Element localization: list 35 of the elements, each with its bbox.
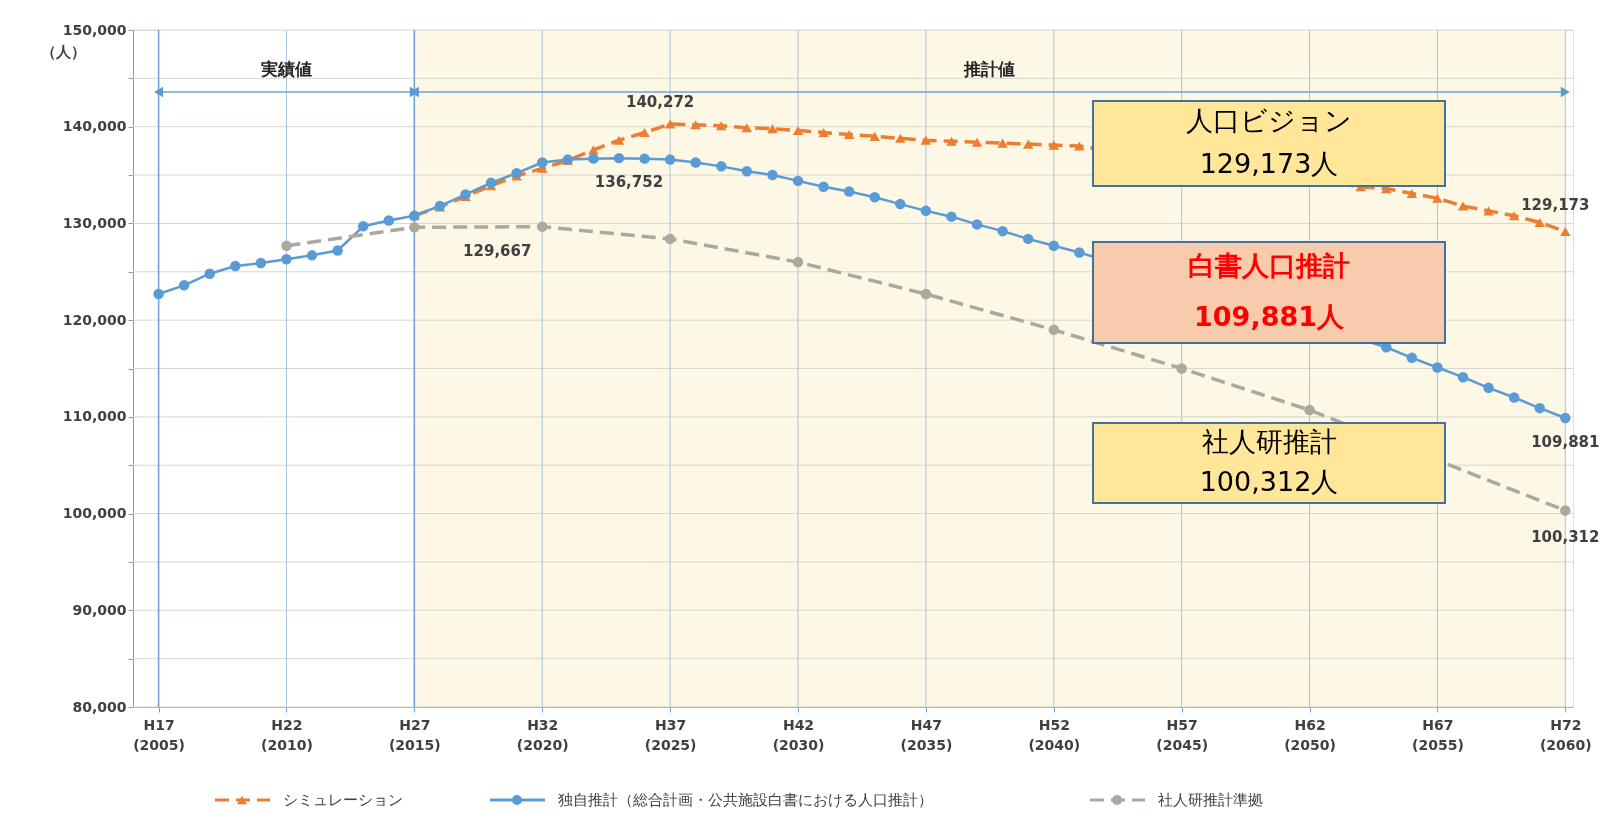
band-label: 実績値: [259, 59, 312, 79]
y-tick-label: 120,000: [62, 311, 127, 328]
x-tick-label: H47 (2035): [900, 716, 953, 753]
legend-label: 独自推計（総合計画・公共施設白書における人口推計）: [558, 791, 933, 809]
y-tick-label: 80,000: [72, 698, 127, 715]
x-tick-label: H32 (2020): [516, 716, 569, 753]
annotation: 109,881: [1531, 433, 1600, 452]
annotation: 社人研推計 100,312人: [1199, 426, 1339, 497]
x-tick-label: H62 (2050): [1284, 716, 1336, 753]
y-tick-label: 100,000: [62, 505, 127, 522]
x-tick-label: H72 (2060): [1539, 716, 1592, 753]
annotation: 人口ビジョン 129,173人: [1186, 105, 1352, 179]
y-tick-label: 90,000: [72, 601, 127, 618]
y-tick-label: 150,000: [62, 21, 127, 38]
y-axis-title: （人）: [40, 43, 86, 61]
x-tick-label: H52 (2040): [1028, 716, 1081, 753]
band-label: 推計値: [963, 59, 1016, 79]
x-tick-label: H67 (2055): [1412, 716, 1464, 753]
annotation: 100,312: [1531, 527, 1600, 546]
y-tick-label: 110,000: [62, 408, 127, 425]
x-tick-label: H37 (2025): [644, 716, 697, 753]
x-tick-label: H42 (2030): [772, 716, 825, 753]
annotation: 129,173: [1521, 196, 1590, 215]
x-tick-label: H27 (2015): [388, 716, 441, 753]
y-tick-label: 140,000: [62, 118, 127, 135]
x-tick-label: H57 (2045): [1156, 716, 1209, 753]
x-tick-label: H17 (2005): [133, 716, 185, 753]
annotation: 白書人口推計 109,881人: [1188, 250, 1350, 332]
annotation: 136,752: [594, 173, 664, 192]
legend-label: シミュレーション: [283, 791, 403, 809]
y-tick-label: 130,000: [62, 214, 127, 231]
legend-label: 社人研推計準拠: [1158, 791, 1263, 809]
x-tick-label: H22 (2010): [261, 716, 313, 753]
annotation: 129,667: [463, 241, 532, 260]
annotation: 140,272: [625, 93, 695, 112]
